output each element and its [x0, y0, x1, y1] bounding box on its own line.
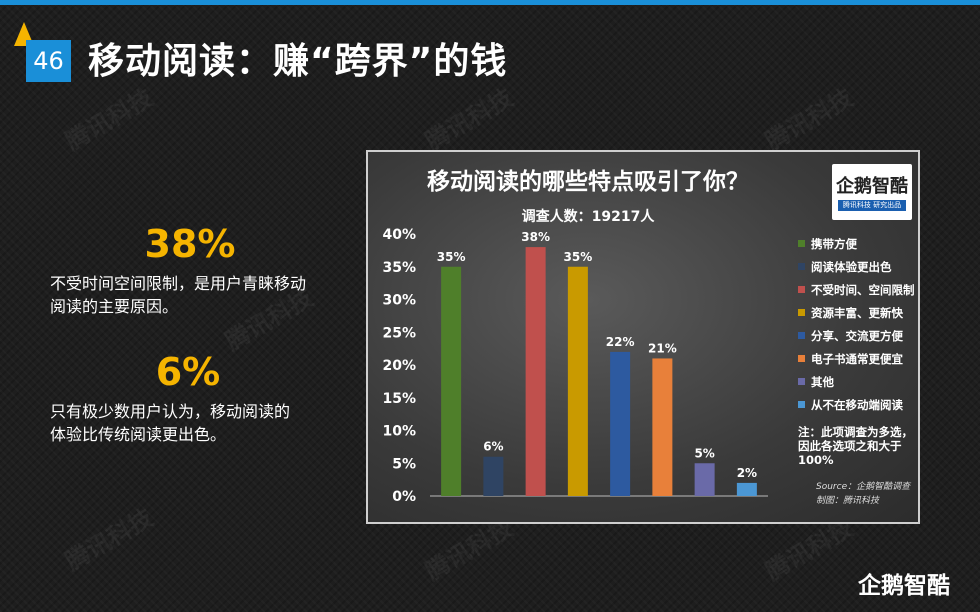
stat-description-line: 阅读的主要原因。 — [50, 297, 179, 316]
chart-logo: 企鹅智酷 腾讯科技 研究出品 — [832, 164, 912, 220]
bar-2 — [483, 456, 504, 496]
bar-8 — [736, 482, 757, 496]
chart-source-line: Source：企鹅智酷调查 — [816, 482, 911, 492]
y-tick-label: 5% — [392, 456, 416, 472]
legend-swatch — [798, 240, 805, 247]
chart-subtitle: 调查人数：19217人 — [521, 209, 655, 225]
y-tick-label: 30% — [382, 293, 416, 309]
legend-swatch — [798, 263, 805, 270]
page-number: 46 — [26, 40, 71, 82]
brand-logo: 企鹅智酷 — [858, 573, 950, 599]
stat-description-primary: 不受时间空间限制，是用户青睐移动 阅读的主要原因。 — [50, 272, 350, 318]
bar-value-label: 35% — [437, 250, 466, 264]
stat-description-line: 只有极少数用户认为，移动阅读的 — [50, 402, 291, 421]
bar-chart: 0% 5% 10% 15% 20% 25% 30% 35% 40% 35% 6% 38% 35% 22% 2… — [382, 227, 768, 505]
bar-7 — [694, 463, 715, 496]
chart-title: 移动阅读的哪些特点吸引了你？ — [427, 169, 749, 195]
chart-logo-subtitle: 腾讯科技 研究出品 — [838, 200, 906, 211]
legend-item: 从不在移动端阅读 — [798, 398, 918, 421]
legend-swatch — [798, 401, 805, 408]
bar-value-label: 21% — [648, 341, 677, 355]
bar-value-label: 38% — [521, 230, 550, 244]
legend-item: 不受时间、空间限制 — [798, 283, 918, 306]
bar-4 — [567, 266, 588, 496]
chart-source-line: 制图：腾讯科技 — [816, 496, 880, 506]
legend-swatch — [798, 309, 805, 316]
legend-label: 从不在移动端阅读 — [811, 398, 903, 412]
bar-5 — [610, 351, 631, 496]
chart-note: 注：此项调查为多选，因此各选项之和大于100% — [798, 425, 913, 467]
stat-description-line: 体验比传统阅读更出色。 — [50, 425, 227, 444]
legend-label: 携带方便 — [811, 237, 857, 251]
stat-description-line: 不受时间空间限制，是用户青睐移动 — [50, 274, 307, 293]
legend-label: 分享、交流更方便 — [811, 329, 903, 343]
legend-label: 其他 — [811, 375, 834, 389]
legend-label: 资源丰富、更新快 — [811, 306, 903, 320]
top-accent-bar — [0, 0, 980, 5]
legend-label: 电子书通常更便宜 — [811, 352, 903, 366]
legend-swatch — [798, 332, 805, 339]
legend-label: 阅读体验更出色 — [811, 260, 892, 274]
chart-panel: 移动阅读的哪些特点吸引了你？ 企鹅智酷 腾讯科技 研究出品 调查人数：19217… — [366, 150, 920, 524]
bar-value-label: 5% — [694, 446, 714, 460]
legend-swatch — [798, 355, 805, 362]
legend-swatch — [798, 286, 805, 293]
chart-logo-text: 企鹅智酷 — [836, 176, 908, 197]
watermark: 腾讯科技 — [420, 83, 518, 156]
legend-item: 分享、交流更方便 — [798, 329, 918, 352]
stat-description-secondary: 只有极少数用户认为，移动阅读的 体验比传统阅读更出色。 — [50, 400, 350, 446]
y-tick-label: 0% — [392, 489, 416, 505]
legend-item: 其他 — [798, 375, 918, 398]
bar-6 — [652, 358, 673, 496]
chart-source: Source：企鹅智酷调查 制图：腾讯科技 — [816, 480, 920, 508]
y-tick-label: 40% — [382, 227, 416, 243]
watermark: 腾讯科技 — [760, 83, 858, 156]
watermark: 腾讯科技 — [60, 503, 158, 576]
legend-item: 携带方便 — [798, 237, 918, 260]
y-tick-label: 20% — [382, 358, 416, 374]
y-tick-label: 15% — [382, 391, 416, 407]
y-tick-label: 10% — [382, 424, 416, 440]
stat-value-secondary: 6% — [155, 350, 221, 394]
legend-item: 资源丰富、更新快 — [798, 306, 918, 329]
bar-3 — [525, 247, 546, 496]
bar-value-label: 2% — [737, 466, 757, 480]
watermark: 腾讯科技 — [60, 83, 158, 156]
y-tick-label: 25% — [382, 325, 416, 341]
bar-value-label: 6% — [483, 440, 503, 454]
bar-value-label: 22% — [606, 335, 635, 349]
legend-item: 电子书通常更便宜 — [798, 352, 918, 375]
legend-item: 阅读体验更出色 — [798, 260, 918, 283]
y-tick-label: 35% — [382, 260, 416, 276]
legend-label: 不受时间、空间限制 — [811, 283, 915, 297]
bar-1 — [441, 266, 462, 496]
legend-swatch — [798, 378, 805, 385]
page-title: 移动阅读：赚“跨界”的钱 — [88, 41, 508, 82]
chart-legend: 携带方便阅读体验更出色不受时间、空间限制 资源丰富、更新快 分享、交流更方便 电子书通… — [798, 237, 918, 421]
bar-value-label: 35% — [564, 250, 593, 264]
stat-value-primary: 38% — [144, 222, 236, 266]
